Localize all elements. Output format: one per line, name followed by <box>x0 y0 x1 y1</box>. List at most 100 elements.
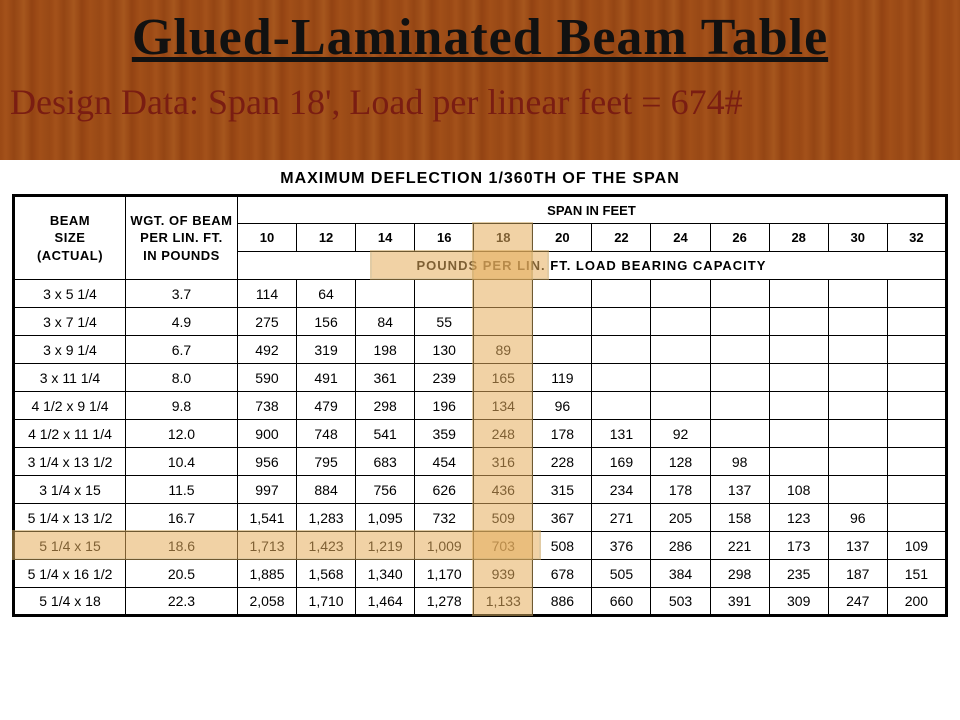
cell-value: 1,278 <box>415 588 474 616</box>
cell-value: 319 <box>297 336 356 364</box>
cell-value <box>887 280 946 308</box>
deflection-note: MAXIMUM DEFLECTION 1/360TH OF THE SPAN <box>12 170 948 188</box>
cell-value: 286 <box>651 532 710 560</box>
cell-weight: 6.7 <box>125 336 237 364</box>
cell-beam-size: 4 1/2 x 11 1/4 <box>14 420 126 448</box>
cell-value <box>710 308 769 336</box>
cell-value: 509 <box>474 504 533 532</box>
table-row: 4 1/2 x 9 1/49.873847929819613496 <box>14 392 947 420</box>
cell-value: 748 <box>297 420 356 448</box>
cell-value: 298 <box>710 560 769 588</box>
cell-value <box>769 336 828 364</box>
cell-weight: 12.0 <box>125 420 237 448</box>
cell-value <box>769 448 828 476</box>
table-row: 3 1/4 x 13 1/210.49567956834543162281691… <box>14 448 947 476</box>
cell-value <box>887 308 946 336</box>
cell-value: 590 <box>237 364 296 392</box>
beam-table: BEAMSIZE(ACTUAL) WGT. OF BEAMPER LIN. FT… <box>12 194 948 617</box>
cell-value: 1,464 <box>356 588 415 616</box>
cell-value: 309 <box>769 588 828 616</box>
cell-weight: 8.0 <box>125 364 237 392</box>
cell-value: 939 <box>474 560 533 588</box>
cell-value <box>887 504 946 532</box>
cell-value: 756 <box>356 476 415 504</box>
cell-value: 156 <box>297 308 356 336</box>
col-header-weight: WGT. OF BEAMPER LIN. FT.IN POUNDS <box>125 196 237 280</box>
cell-value: 196 <box>415 392 474 420</box>
cell-beam-size: 5 1/4 x 18 <box>14 588 126 616</box>
cell-value: 108 <box>769 476 828 504</box>
table-row: 3 x 5 1/43.711464 <box>14 280 947 308</box>
cell-value: 96 <box>533 392 592 420</box>
cell-beam-size: 3 1/4 x 15 <box>14 476 126 504</box>
cell-weight: 16.7 <box>125 504 237 532</box>
cell-value: 315 <box>533 476 592 504</box>
cell-value <box>769 364 828 392</box>
cell-value <box>651 280 710 308</box>
cell-weight: 20.5 <box>125 560 237 588</box>
cell-value <box>887 476 946 504</box>
cell-beam-size: 3 x 9 1/4 <box>14 336 126 364</box>
table-row: 5 1/4 x 1822.32,0581,7101,4641,2781,1338… <box>14 588 947 616</box>
cell-value: 137 <box>710 476 769 504</box>
cell-value: 997 <box>237 476 296 504</box>
cell-value: 187 <box>828 560 887 588</box>
cell-value: 123 <box>769 504 828 532</box>
table-row: 4 1/2 x 11 1/412.09007485413592481781319… <box>14 420 947 448</box>
cell-value <box>592 336 651 364</box>
span-col-26: 26 <box>710 224 769 252</box>
cell-value: 128 <box>651 448 710 476</box>
cell-weight: 11.5 <box>125 476 237 504</box>
cell-value: 391 <box>710 588 769 616</box>
cell-value: 1,133 <box>474 588 533 616</box>
cell-value <box>828 308 887 336</box>
span-col-14: 14 <box>356 224 415 252</box>
cell-value: 508 <box>533 532 592 560</box>
design-data-subtitle: Design Data: Span 18', Load per linear f… <box>10 81 960 123</box>
cell-beam-size: 5 1/4 x 16 1/2 <box>14 560 126 588</box>
cell-value: 491 <box>297 364 356 392</box>
cell-value <box>651 308 710 336</box>
cell-value <box>887 336 946 364</box>
cell-value: 130 <box>415 336 474 364</box>
cell-weight: 4.9 <box>125 308 237 336</box>
cell-value: 200 <box>887 588 946 616</box>
span-col-16: 16 <box>415 224 474 252</box>
cell-value <box>769 308 828 336</box>
cell-value <box>887 364 946 392</box>
cell-value: 158 <box>710 504 769 532</box>
cell-beam-size: 5 1/4 x 15 <box>14 532 126 560</box>
cell-value <box>710 336 769 364</box>
cell-value: 956 <box>237 448 296 476</box>
span-col-12: 12 <box>297 224 356 252</box>
cell-value <box>828 392 887 420</box>
table-row: 5 1/4 x 1518.61,7131,4231,2191,009703508… <box>14 532 947 560</box>
cell-value: 205 <box>651 504 710 532</box>
cell-value <box>592 364 651 392</box>
page-title: Glued-Laminated Beam Table <box>0 8 960 67</box>
cell-value: 89 <box>474 336 533 364</box>
cell-value: 239 <box>415 364 474 392</box>
cell-value: 900 <box>237 420 296 448</box>
cell-value: 1,219 <box>356 532 415 560</box>
cell-value: 541 <box>356 420 415 448</box>
cell-value <box>474 308 533 336</box>
span-col-18: 18 <box>474 224 533 252</box>
cell-value: 271 <box>592 504 651 532</box>
cell-value: 316 <box>474 448 533 476</box>
cell-value: 298 <box>356 392 415 420</box>
cell-value: 275 <box>237 308 296 336</box>
cell-value: 795 <box>297 448 356 476</box>
cell-value <box>710 364 769 392</box>
cell-value <box>533 280 592 308</box>
cell-weight: 9.8 <box>125 392 237 420</box>
cell-value: 114 <box>237 280 296 308</box>
header-banner: Glued-Laminated Beam Table Design Data: … <box>0 0 960 160</box>
span-col-28: 28 <box>769 224 828 252</box>
cell-value: 1,283 <box>297 504 356 532</box>
cell-value <box>887 392 946 420</box>
cell-value: 479 <box>297 392 356 420</box>
col-header-beam-size: BEAMSIZE(ACTUAL) <box>14 196 126 280</box>
cell-value: 678 <box>533 560 592 588</box>
cell-value: 1,170 <box>415 560 474 588</box>
